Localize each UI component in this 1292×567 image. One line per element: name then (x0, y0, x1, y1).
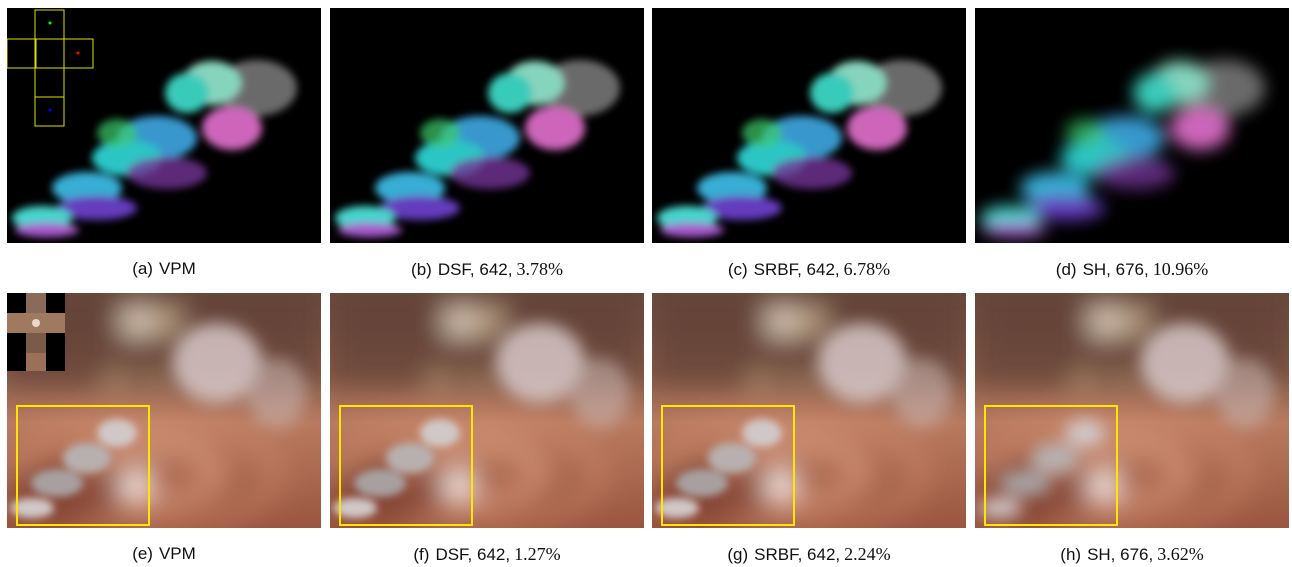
caption: (e) VPM (7, 544, 321, 564)
panel-image (7, 8, 321, 243)
caption-metric: 6.78% (844, 259, 891, 279)
caption-metric: 10.96% (1153, 259, 1209, 279)
caption-tag: (c) (728, 260, 748, 279)
panel-image (975, 293, 1289, 528)
caption-tag: (f) (413, 545, 429, 564)
caption: (g) SRBF, 642,2.24% (652, 544, 966, 565)
render (330, 8, 644, 243)
caption-text: VPM (159, 259, 196, 278)
caption-tag: (d) (1056, 260, 1077, 279)
render (975, 293, 1289, 528)
caption: (h) SH, 676,3.62% (975, 544, 1289, 565)
caption-tag: (h) (1060, 545, 1081, 564)
panel-image (975, 8, 1289, 243)
caption-tag: (g) (727, 545, 748, 564)
render (652, 8, 966, 243)
panel-image (652, 293, 966, 528)
figure: (() => { const data = JSON.parse(documen… (0, 0, 1292, 567)
caption-text: SH, 676, (1087, 545, 1153, 564)
panel-image (652, 8, 966, 243)
caption-text: VPM (159, 544, 196, 563)
caption-text: SRBF, 642, (754, 545, 840, 564)
panel-image (7, 293, 321, 528)
caption: (c) SRBF, 642,6.78% (652, 259, 966, 280)
render (652, 293, 966, 528)
panel-image (330, 8, 644, 243)
caption-tag: (b) (411, 260, 432, 279)
caption-tag: (a) (132, 259, 153, 278)
caption-metric: 3.78% (516, 259, 563, 279)
panel-image (330, 293, 644, 528)
render (7, 293, 321, 528)
caption-metric: 2.24% (844, 544, 891, 564)
caption-metric: 3.62% (1157, 544, 1204, 564)
caption-text: SH, 676, (1083, 260, 1149, 279)
caption-metric: 1.27% (514, 544, 561, 564)
caption: (d) SH, 676,10.96% (975, 259, 1289, 280)
render (975, 8, 1289, 243)
caption: (b) DSF, 642,3.78% (330, 259, 644, 280)
caption-text: DSF, 642, (435, 545, 510, 564)
caption-tag: (e) (132, 544, 153, 563)
caption-text: SRBF, 642, (754, 260, 840, 279)
caption-text: DSF, 642, (438, 260, 513, 279)
render (7, 8, 321, 243)
caption: (a) VPM (7, 259, 321, 279)
render (330, 293, 644, 528)
caption: (f) DSF, 642,1.27% (330, 544, 644, 565)
